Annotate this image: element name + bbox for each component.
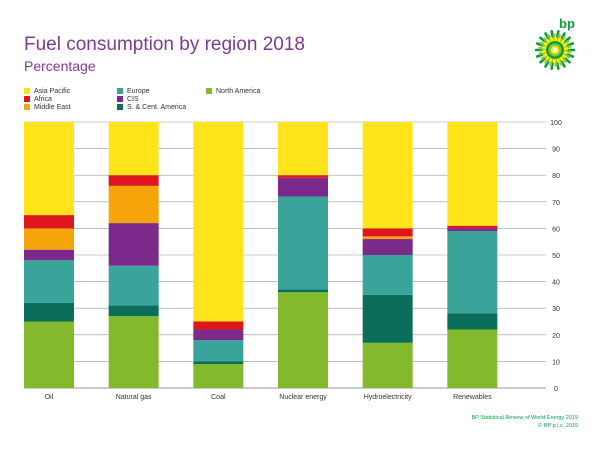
bar-segment-renewables-europe bbox=[447, 231, 498, 314]
legend-item-africa: Africa bbox=[24, 96, 52, 103]
bar-segment-oil-north-america bbox=[24, 321, 74, 388]
bar-segment-renewables-north-america bbox=[447, 329, 498, 388]
bar-segment-renewables-asia-pacific bbox=[447, 122, 498, 226]
legend-label: Africa bbox=[34, 96, 52, 103]
helios-ray bbox=[559, 55, 564, 61]
bar-segment-natural-gas-asia-pacific bbox=[108, 122, 159, 176]
x-tick-label: Oil bbox=[45, 394, 54, 401]
footer-copyright: © BP p.l.c. 2019 bbox=[538, 423, 578, 429]
bar-segment-nuclear-energy-europe bbox=[278, 196, 328, 290]
legend-item-europe: Europe bbox=[117, 88, 150, 95]
helios-ray bbox=[559, 39, 565, 45]
legend-label: Europe bbox=[127, 88, 150, 95]
legend-swatch bbox=[117, 104, 123, 110]
bar-segment-renewables-cis bbox=[447, 228, 498, 232]
y-tick-label: 60 bbox=[552, 226, 560, 233]
legend-item-middle-east: Middle East bbox=[24, 104, 71, 111]
helios-ray bbox=[542, 45, 548, 50]
bar-segment-coal-cis bbox=[193, 329, 244, 341]
legend-swatch bbox=[117, 88, 123, 94]
helios-ray bbox=[561, 43, 568, 48]
bar-segment-oil-cis bbox=[24, 249, 74, 261]
bar-segment-hydroelectricity-s-cent-america bbox=[362, 294, 413, 343]
helios-ray bbox=[562, 50, 568, 55]
bar-segment-oil-europe bbox=[24, 260, 74, 303]
legend-item-north-america: North America bbox=[206, 88, 260, 95]
y-tick-label: 30 bbox=[552, 306, 560, 313]
legend-swatch bbox=[24, 88, 30, 94]
bar-segment-renewables-africa bbox=[447, 225, 498, 229]
legend-label: North America bbox=[216, 88, 261, 95]
y-tick-label: 40 bbox=[552, 280, 560, 287]
bar-segment-coal-s-cent-america bbox=[193, 361, 244, 365]
bar-segment-nuclear-energy-asia-pacific bbox=[278, 122, 328, 176]
y-tick-label: 100 bbox=[550, 120, 562, 127]
x-tick-label: Nuclear energy bbox=[279, 394, 327, 401]
legend-item-s-cent-america: S. & Cent. America bbox=[117, 104, 186, 111]
x-tick-label: Coal bbox=[211, 394, 226, 401]
bar-segment-oil-asia-pacific bbox=[24, 122, 74, 216]
page-title: Fuel consumption by region 2018 bbox=[24, 34, 305, 55]
y-tick-label: 80 bbox=[552, 173, 560, 180]
helios-ray bbox=[542, 52, 549, 57]
bp-logo-text: bp bbox=[559, 16, 575, 31]
bar-segment-natural-gas-europe bbox=[108, 265, 159, 306]
x-tick-label: Natural gas bbox=[116, 394, 152, 401]
legend-swatch bbox=[117, 96, 123, 102]
bar-segment-coal-africa bbox=[193, 321, 244, 330]
bar-segment-hydroelectricity-europe bbox=[362, 255, 413, 295]
bar-segment-nuclear-energy-s-cent-america bbox=[278, 289, 328, 293]
bar-segment-oil-africa bbox=[24, 215, 74, 229]
legend-swatch bbox=[24, 96, 30, 102]
y-tick-label: 90 bbox=[552, 147, 560, 154]
footer-source: BP Statistical Review of World Energy 20… bbox=[471, 415, 579, 421]
helios-ray bbox=[556, 57, 560, 63]
y-tick-label: 20 bbox=[552, 333, 560, 340]
helios-ray bbox=[550, 37, 554, 43]
bar-segment-coal-asia-pacific bbox=[193, 122, 244, 322]
bar-segment-hydroelectricity-africa bbox=[362, 228, 413, 237]
y-tick-label: 0 bbox=[554, 386, 558, 393]
y-tick-label: 70 bbox=[552, 200, 560, 207]
helios-logo-icon bbox=[535, 30, 575, 70]
bar-segment-natural-gas-cis bbox=[108, 223, 159, 266]
bar-segment-coal-europe bbox=[193, 340, 244, 362]
legend-label: Asia Pacific bbox=[34, 88, 71, 95]
helios-ray bbox=[546, 39, 551, 45]
bar-segment-nuclear-energy-cis bbox=[278, 177, 328, 197]
bar-segment-nuclear-energy-north-america bbox=[278, 292, 328, 388]
y-tick-label: 50 bbox=[552, 253, 560, 260]
x-tick-label: Hydroelectricity bbox=[364, 394, 412, 401]
bar-segment-natural-gas-north-america bbox=[108, 316, 159, 388]
bar-segment-renewables-s-cent-america bbox=[447, 313, 498, 330]
bar-segment-natural-gas-middle-east bbox=[108, 185, 159, 224]
legend-swatch bbox=[206, 88, 212, 94]
legend-label: S. & Cent. America bbox=[127, 104, 187, 111]
helios-ray bbox=[545, 55, 551, 61]
x-tick-label: Renewables bbox=[453, 394, 492, 401]
bar-segment-hydroelectricity-cis bbox=[362, 239, 413, 255]
chart-legend: Asia Pacific Africa Middle East Europe CIS S.… bbox=[24, 88, 324, 124]
bar-segment-nuclear-energy-africa bbox=[278, 175, 328, 178]
helios-ray bbox=[557, 37, 562, 44]
bar-segment-natural-gas-africa bbox=[108, 175, 159, 186]
helios-ray bbox=[548, 56, 553, 63]
bar-segment-oil-s-cent-america bbox=[24, 302, 74, 322]
bar-segment-coal-north-america bbox=[193, 364, 244, 388]
legend-swatch bbox=[24, 104, 30, 110]
helios-ray bbox=[543, 42, 549, 47]
page-subtitle: Percentage bbox=[24, 58, 96, 74]
bar-segment-natural-gas-s-cent-america bbox=[108, 305, 159, 317]
legend-item-asia-pacific: Asia Pacific bbox=[24, 88, 70, 95]
bar-segment-hydroelectricity-middle-east bbox=[362, 236, 413, 240]
y-tick-label: 10 bbox=[552, 359, 560, 366]
helios-ray bbox=[561, 53, 567, 58]
legend-label: Middle East bbox=[34, 104, 71, 111]
bar-segment-oil-middle-east bbox=[24, 228, 74, 250]
legend-item-cis: CIS bbox=[117, 96, 139, 103]
bar-segment-hydroelectricity-north-america bbox=[362, 342, 413, 388]
legend-label: CIS bbox=[127, 96, 139, 103]
bar-segment-hydroelectricity-asia-pacific bbox=[362, 122, 413, 229]
